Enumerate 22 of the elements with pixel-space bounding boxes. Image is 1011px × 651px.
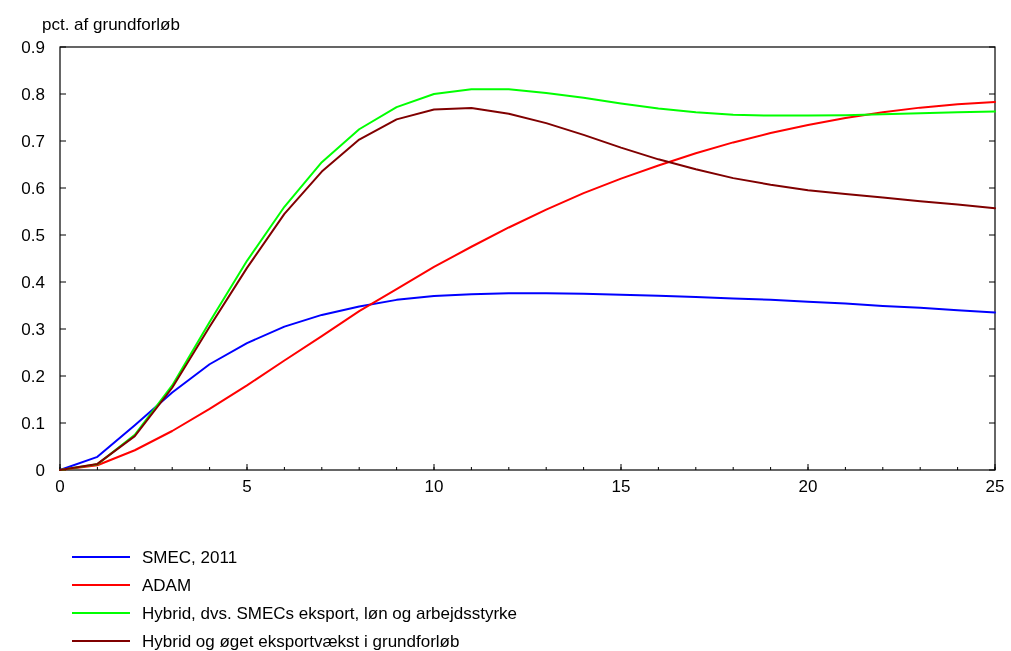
legend-label: SMEC, 2011 xyxy=(142,548,238,567)
x-tick-label: 10 xyxy=(424,477,444,496)
y-tick-label: 0 xyxy=(35,461,45,480)
x-tick-label: 20 xyxy=(798,477,818,496)
y-tick-label: 0.6 xyxy=(21,179,45,198)
line-series xyxy=(59,292,996,471)
legend-label: Hybrid og øget eksportvækst i grundforløb xyxy=(142,632,460,651)
y-tick-label: 0.7 xyxy=(21,132,45,151)
legend-label: Hybrid, dvs. SMECs eksport, løn og arbejdsstyrke xyxy=(142,604,518,623)
y-tick-label: 0.1 xyxy=(21,414,45,433)
x-tick-label: 15 xyxy=(611,477,631,496)
y-tick-label: 0.9 xyxy=(21,38,45,57)
y-tick-label: 0.3 xyxy=(21,320,45,339)
legend-label: ADAM xyxy=(142,576,192,595)
x-tick-label: 25 xyxy=(985,477,1005,496)
y-axis-title: pct. af grundforløb xyxy=(42,15,180,34)
y-tick-label: 0.2 xyxy=(21,367,45,386)
y-tick-label: 0.5 xyxy=(21,226,45,245)
x-tick-label: 0 xyxy=(55,477,65,496)
y-tick-label: 0.4 xyxy=(21,273,45,292)
x-tick-label: 5 xyxy=(242,477,252,496)
y-tick-label: 0.8 xyxy=(21,85,45,104)
